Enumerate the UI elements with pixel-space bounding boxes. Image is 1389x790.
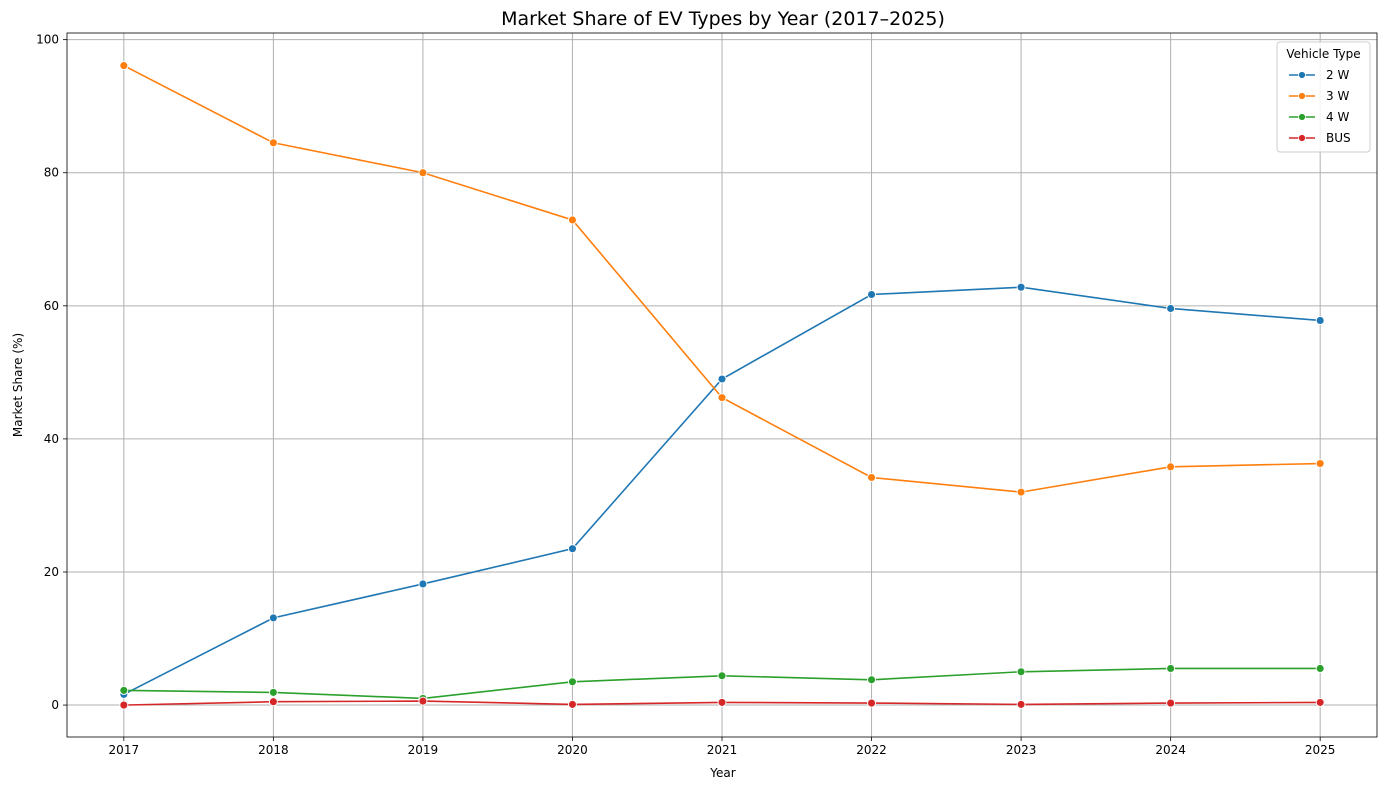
x-tick-label: 2025 bbox=[1305, 743, 1336, 757]
x-tick-label: 2018 bbox=[258, 743, 289, 757]
data-point-bus bbox=[269, 698, 277, 706]
data-point-bus bbox=[120, 701, 128, 709]
data-point-bus bbox=[868, 699, 876, 707]
data-point-3w bbox=[868, 473, 876, 481]
y-tick-label: 20 bbox=[44, 565, 59, 579]
data-point-4w bbox=[1316, 664, 1324, 672]
x-tick-label: 2017 bbox=[109, 743, 140, 757]
data-point-2w bbox=[568, 545, 576, 553]
data-point-4w bbox=[718, 672, 726, 680]
data-point-2w bbox=[1017, 283, 1025, 291]
legend-marker-3w bbox=[1299, 93, 1306, 100]
x-axis-label: Year bbox=[709, 766, 735, 780]
y-tick-label: 0 bbox=[51, 698, 59, 712]
x-tick-label: 2022 bbox=[856, 743, 887, 757]
y-axis-label: Market Share (%) bbox=[11, 333, 25, 437]
data-point-2w bbox=[1167, 304, 1175, 312]
y-tick-label: 40 bbox=[44, 432, 59, 446]
data-point-bus bbox=[568, 700, 576, 708]
data-point-3w bbox=[1316, 460, 1324, 468]
y-tick-label: 100 bbox=[36, 33, 59, 47]
x-tick-label: 2024 bbox=[1155, 743, 1186, 757]
legend-title: Vehicle Type bbox=[1286, 47, 1360, 61]
data-point-4w bbox=[568, 678, 576, 686]
x-tick-label: 2020 bbox=[557, 743, 588, 757]
legend-label-bus: BUS bbox=[1326, 131, 1351, 145]
data-point-4w bbox=[269, 688, 277, 696]
legend-marker-4w bbox=[1299, 114, 1306, 121]
y-tick-label: 80 bbox=[44, 166, 59, 180]
x-tick-label: 2023 bbox=[1006, 743, 1037, 757]
legend-label-3w: 3 W bbox=[1326, 89, 1349, 103]
data-point-4w bbox=[1167, 664, 1175, 672]
data-point-2w bbox=[868, 291, 876, 299]
data-point-3w bbox=[419, 169, 427, 177]
legend: Vehicle Type 2 W 3 W 4 W BUS bbox=[1277, 42, 1370, 152]
data-point-3w bbox=[568, 216, 576, 224]
data-point-4w bbox=[868, 676, 876, 684]
data-point-bus bbox=[1167, 699, 1175, 707]
data-point-3w bbox=[718, 394, 726, 402]
data-point-2w bbox=[269, 614, 277, 622]
data-point-3w bbox=[1167, 463, 1175, 471]
data-point-3w bbox=[269, 139, 277, 147]
data-point-bus bbox=[1316, 698, 1324, 706]
data-point-bus bbox=[718, 698, 726, 706]
y-tick-label: 60 bbox=[44, 299, 59, 313]
legend-marker-bus bbox=[1299, 135, 1306, 142]
data-point-bus bbox=[419, 697, 427, 705]
x-tick-label: 2021 bbox=[707, 743, 738, 757]
data-point-3w bbox=[1017, 488, 1025, 496]
x-tick-label: 2019 bbox=[408, 743, 439, 757]
data-point-2w bbox=[419, 580, 427, 588]
data-point-4w bbox=[1017, 668, 1025, 676]
data-point-bus bbox=[1017, 700, 1025, 708]
legend-marker-2w bbox=[1299, 72, 1306, 79]
legend-label-4w: 4 W bbox=[1326, 110, 1349, 124]
chart-title: Market Share of EV Types by Year (2017–2… bbox=[501, 8, 945, 30]
data-point-3w bbox=[120, 62, 128, 70]
data-point-2w bbox=[718, 375, 726, 383]
data-point-4w bbox=[120, 686, 128, 694]
legend-label-2w: 2 W bbox=[1326, 68, 1349, 82]
data-point-2w bbox=[1316, 316, 1324, 324]
